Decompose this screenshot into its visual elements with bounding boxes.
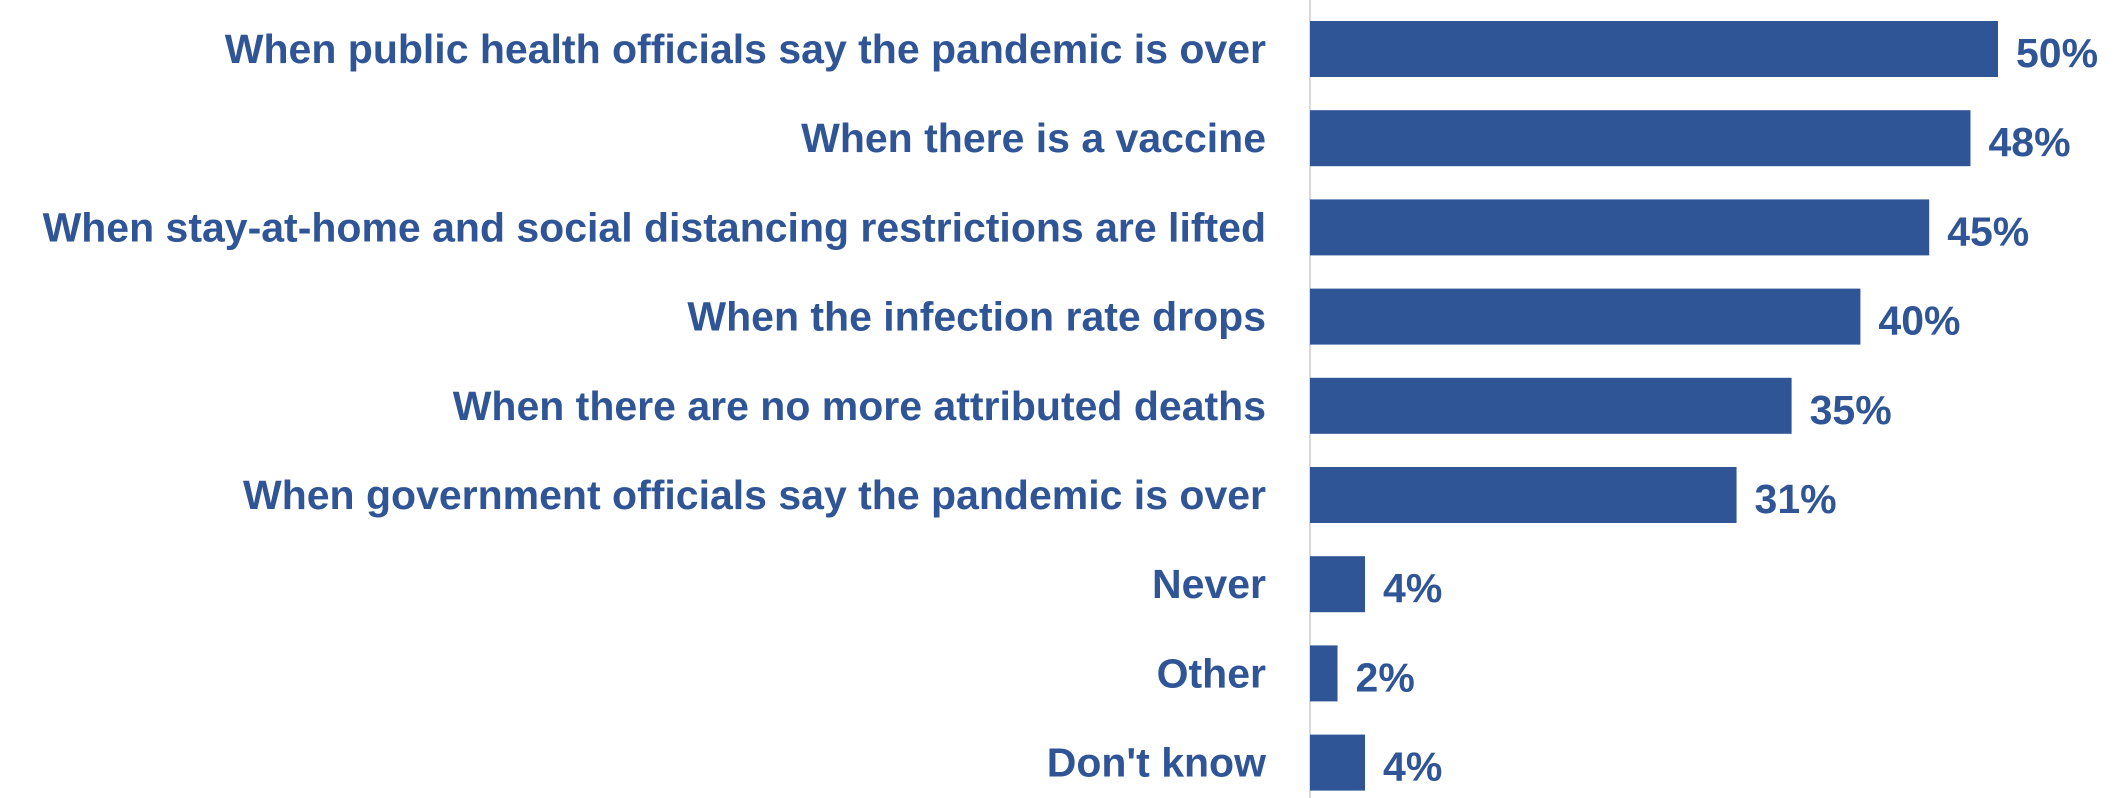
bar-5 xyxy=(1310,467,1737,523)
category-label-7: Other xyxy=(1157,650,1266,696)
bar-7 xyxy=(1310,645,1338,702)
bars-group xyxy=(1310,21,1998,791)
value-label-5: 31% xyxy=(1755,476,1837,522)
category-label-5: When government officials say the pandem… xyxy=(243,472,1266,518)
category-label-3: When the infection rate drops xyxy=(687,294,1266,340)
value-label-7: 2% xyxy=(1356,654,1415,700)
bar-8 xyxy=(1310,734,1366,791)
bar-6 xyxy=(1310,556,1366,613)
bar-0 xyxy=(1310,21,1998,77)
value-labels-group: 50% 48% 45% 40% 35% 31% 4% 2% 4% xyxy=(1356,30,2099,790)
value-label-2: 45% xyxy=(1947,208,2029,254)
value-label-4: 35% xyxy=(1810,387,1892,433)
value-label-0: 50% xyxy=(2016,30,2098,76)
category-label-4: When there are no more attributed deaths xyxy=(453,383,1266,429)
value-label-8: 4% xyxy=(1383,744,1442,790)
bar-3 xyxy=(1310,288,1861,345)
category-label-0: When public health officials say the pan… xyxy=(225,26,1266,72)
value-label-6: 4% xyxy=(1383,565,1442,611)
category-label-2: When stay-at-home and social distancing … xyxy=(43,204,1266,250)
category-labels-group: When public health officials say the pan… xyxy=(43,26,1267,786)
bar-1 xyxy=(1310,110,1971,167)
bar-4 xyxy=(1310,377,1792,434)
value-label-1: 48% xyxy=(1988,119,2070,165)
value-label-3: 40% xyxy=(1878,298,1960,344)
category-label-8: Don't know xyxy=(1047,740,1266,786)
category-label-6: Never xyxy=(1152,561,1266,607)
bar-2 xyxy=(1310,199,1930,256)
category-label-1: When there is a vaccine xyxy=(801,115,1266,161)
